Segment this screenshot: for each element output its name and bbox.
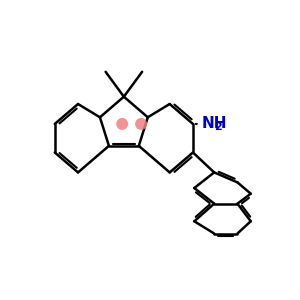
Text: 2: 2	[214, 122, 222, 132]
Circle shape	[135, 118, 147, 130]
Text: NH: NH	[201, 116, 227, 131]
Circle shape	[116, 118, 128, 130]
